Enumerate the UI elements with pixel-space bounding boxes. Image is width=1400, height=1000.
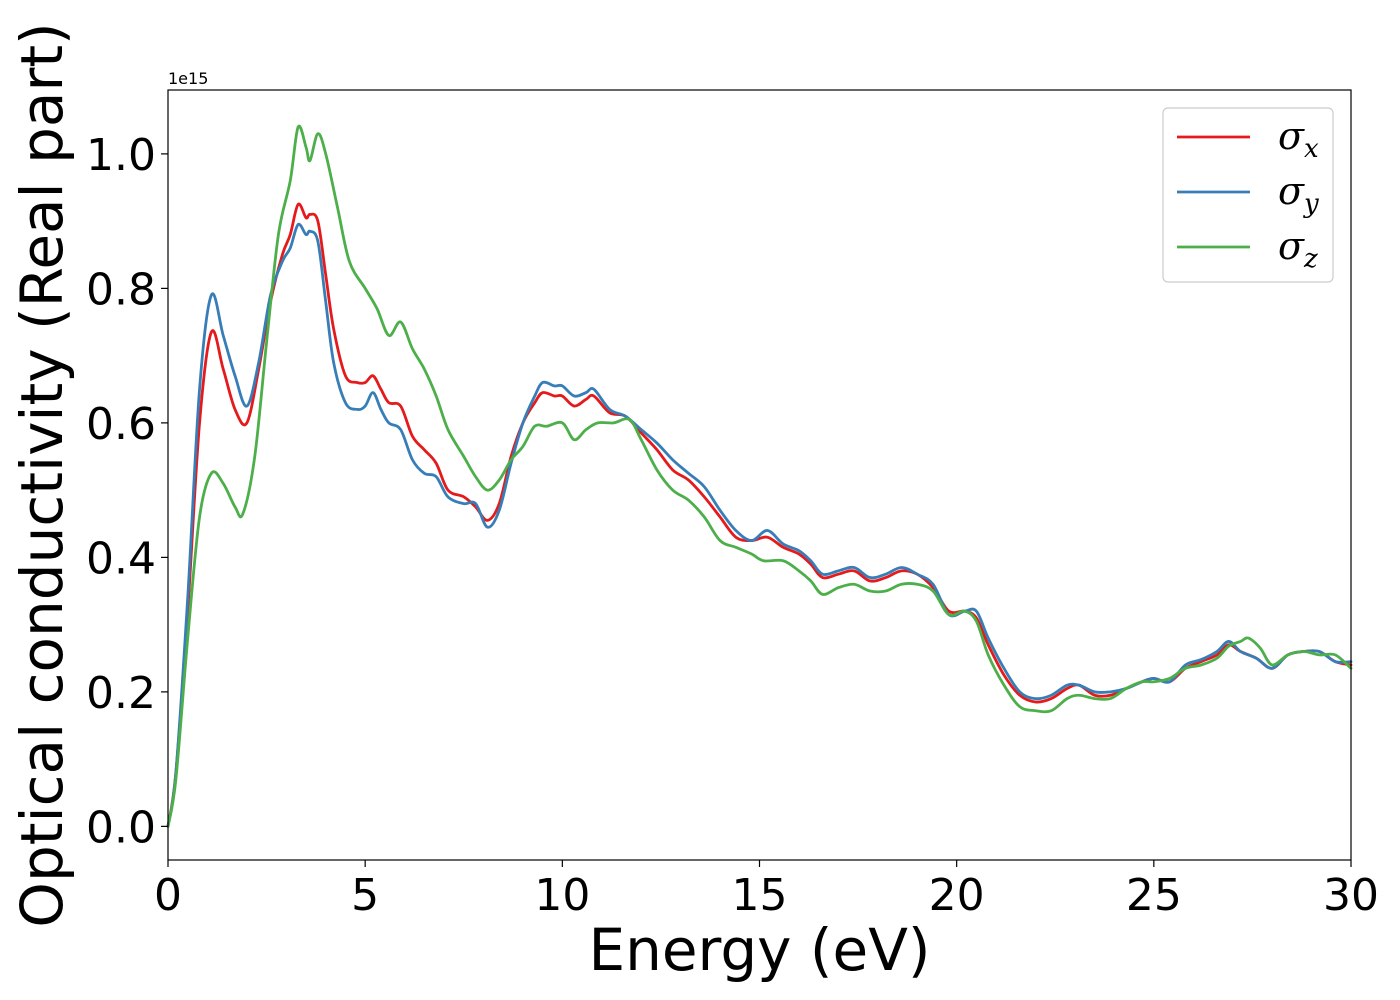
y-tick-label: 0.8 <box>86 264 156 315</box>
y-offset-label: 1e15 <box>168 69 208 88</box>
y-tick-label: 1.0 <box>86 130 156 181</box>
y-tick-label: 0.6 <box>86 399 156 450</box>
series-line-z <box>166 124 1353 828</box>
legend-box <box>1162 107 1334 283</box>
y-tick-label: 0.0 <box>86 802 156 853</box>
y-axis-label: Optical conductivity (Real part) <box>8 22 76 927</box>
y-tick-label: 0.2 <box>86 668 156 719</box>
series-line-x <box>166 202 1353 828</box>
legend-label-x: σx <box>1278 114 1319 164</box>
y-axis-ticks: 0.0 0.2 0.4 0.6 0.8 1.0 <box>86 130 168 853</box>
x-tick-label: 0 <box>154 870 182 921</box>
series-line-y <box>166 222 1353 828</box>
x-tick-label: 30 <box>1323 870 1379 921</box>
x-axis-label: Energy (eV) <box>588 916 930 984</box>
legend-label-z: σz <box>1278 224 1318 274</box>
x-tick-label: 15 <box>732 870 788 921</box>
legend-label-y: σy <box>1278 169 1319 219</box>
x-tick-label: 20 <box>929 870 985 921</box>
y-tick-label: 0.4 <box>86 533 156 584</box>
x-tick-label: 5 <box>351 870 379 921</box>
plot-lines <box>166 124 1353 828</box>
x-tick-label: 25 <box>1126 870 1182 921</box>
x-axis-ticks: 0 5 10 15 20 25 30 <box>154 860 1379 921</box>
x-tick-label: 10 <box>534 870 590 921</box>
